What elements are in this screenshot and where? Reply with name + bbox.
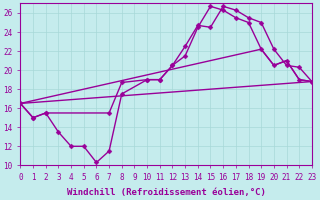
X-axis label: Windchill (Refroidissement éolien,°C): Windchill (Refroidissement éolien,°C) [67,188,266,197]
